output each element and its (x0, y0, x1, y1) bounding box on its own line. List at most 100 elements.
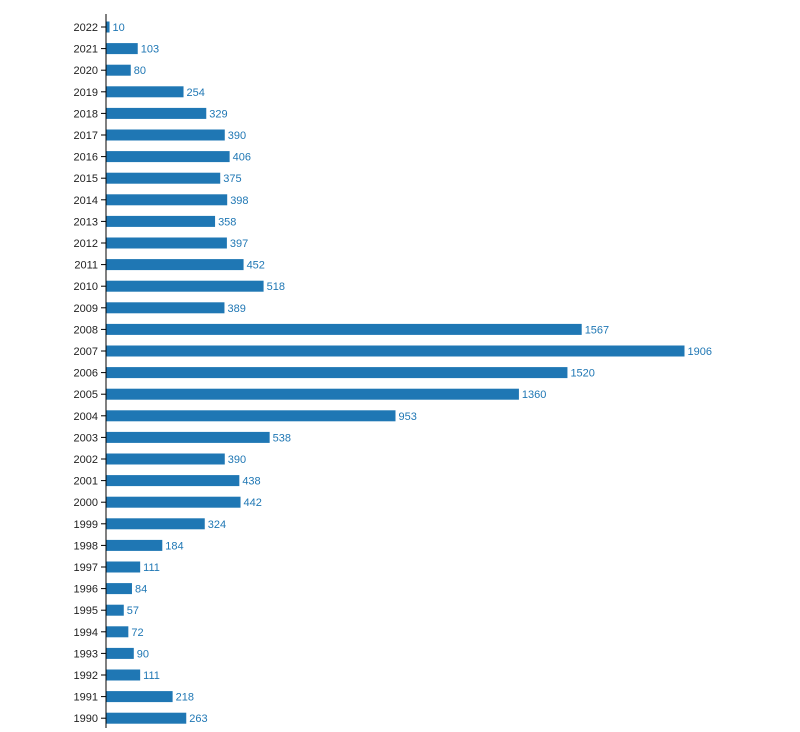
value-label-2021: 103 (141, 44, 159, 56)
value-label-1994: 72 (131, 627, 143, 639)
y-tick-label: 1993 (74, 648, 98, 660)
y-tick-label: 2000 (74, 497, 98, 509)
bar-1995 (106, 604, 124, 616)
bar-2022 (106, 21, 110, 33)
bar-2014 (106, 194, 228, 206)
value-label-2010: 518 (267, 281, 285, 293)
bar-2017 (106, 129, 225, 141)
value-label-2020: 80 (134, 65, 146, 77)
y-tick-label: 2008 (74, 324, 98, 336)
value-label-1995: 57 (127, 605, 139, 617)
y-tick-label: 1998 (74, 540, 98, 552)
y-tick-label: 2020 (74, 65, 98, 77)
value-label-2017: 390 (228, 130, 246, 142)
value-label-2008: 1567 (585, 324, 609, 336)
bar-2002 (106, 453, 225, 465)
bar-2019 (106, 86, 184, 98)
value-label-1998: 184 (165, 540, 183, 552)
y-tick-label: 1990 (74, 713, 98, 725)
y-axis: 2022 2021 2020 2019 2018 2017 2016 2015 2014 2013… (74, 14, 107, 728)
y-tick-label: 2006 (74, 368, 98, 380)
bar-2000 (106, 496, 241, 508)
y-tick-label: 2003 (74, 432, 98, 444)
bar-2013 (106, 215, 216, 227)
y-tick-label: 1992 (74, 670, 98, 682)
value-label-1990: 263 (189, 713, 207, 725)
y-tick-label: 2002 (74, 454, 98, 466)
y-tick-label: 2015 (74, 173, 98, 185)
y-tick-label: 2021 (74, 44, 98, 56)
y-tick-label: 1995 (74, 605, 98, 617)
bar-2015 (106, 172, 221, 184)
bar-2021 (106, 43, 138, 55)
value-label-2003: 538 (273, 432, 291, 444)
value-label-1997: 111 (143, 562, 160, 574)
value-label-2015: 375 (223, 173, 241, 185)
value-labels: 1010380254329390406375398358397452518389… (113, 22, 712, 725)
bar-2004 (106, 410, 396, 422)
y-tick-label: 2017 (74, 130, 98, 142)
y-tick-label: 2001 (74, 476, 98, 488)
y-tick-label: 2016 (74, 152, 98, 164)
bar-1998 (106, 539, 163, 551)
value-label-1992: 111 (143, 670, 160, 682)
bars (106, 21, 685, 724)
bar-2006 (106, 367, 568, 379)
value-label-2002: 390 (228, 454, 246, 466)
bar-2009 (106, 302, 225, 314)
bar-1999 (106, 518, 205, 530)
value-label-1996: 84 (135, 584, 147, 596)
value-label-2013: 358 (218, 216, 236, 228)
value-label-2018: 329 (209, 108, 227, 120)
bar-2012 (106, 237, 227, 249)
value-label-2000: 442 (244, 497, 262, 509)
bar-1994 (106, 626, 129, 638)
value-label-2014: 398 (230, 195, 248, 207)
value-label-2004: 953 (399, 411, 417, 423)
y-tick-label: 2019 (74, 87, 98, 99)
value-label-1991: 218 (176, 692, 194, 704)
y-tick-label: 2010 (74, 281, 98, 293)
y-tick-label: 2014 (74, 195, 98, 207)
bar-2003 (106, 431, 270, 443)
bar-1996 (106, 583, 132, 595)
bar-1990 (106, 712, 187, 724)
y-tick-label: 1999 (74, 519, 98, 531)
y-tick-label: 2009 (74, 303, 98, 315)
bar-1991 (106, 691, 173, 703)
bar-2010 (106, 280, 264, 292)
value-label-2022: 10 (113, 22, 125, 34)
value-label-1993: 90 (137, 648, 149, 660)
y-tick-label: 2018 (74, 108, 98, 120)
bar-2018 (106, 107, 207, 119)
bar-2005 (106, 388, 519, 400)
y-tick-label: 2007 (74, 346, 98, 358)
y-tick-label: 2012 (74, 238, 98, 250)
value-label-2005: 1360 (522, 389, 546, 401)
y-tick-label: 2011 (74, 260, 98, 272)
bar-1993 (106, 647, 134, 659)
y-tick-label: 1994 (74, 627, 98, 639)
value-label-2001: 438 (242, 476, 260, 488)
bar-2011 (106, 259, 244, 271)
value-label-2012: 397 (230, 238, 248, 250)
bar-2007 (106, 345, 685, 357)
bar-1992 (106, 669, 141, 681)
bar-2016 (106, 151, 230, 163)
bar-2020 (106, 64, 131, 76)
value-label-1999: 324 (208, 519, 226, 531)
value-label-2009: 389 (227, 303, 245, 315)
y-tick-label: 1996 (74, 584, 98, 596)
y-tick-label: 1997 (74, 562, 98, 574)
y-tick-label: 1991 (74, 692, 98, 704)
value-label-2019: 254 (187, 87, 205, 99)
value-label-2007: 1906 (688, 346, 712, 358)
value-label-2011: 452 (247, 260, 265, 272)
bar-1997 (106, 561, 141, 573)
bar-2001 (106, 475, 240, 487)
value-label-2006: 1520 (570, 368, 594, 380)
bar-2008 (106, 323, 582, 335)
y-tick-label: 2013 (74, 216, 98, 228)
value-label-2016: 406 (233, 152, 251, 164)
